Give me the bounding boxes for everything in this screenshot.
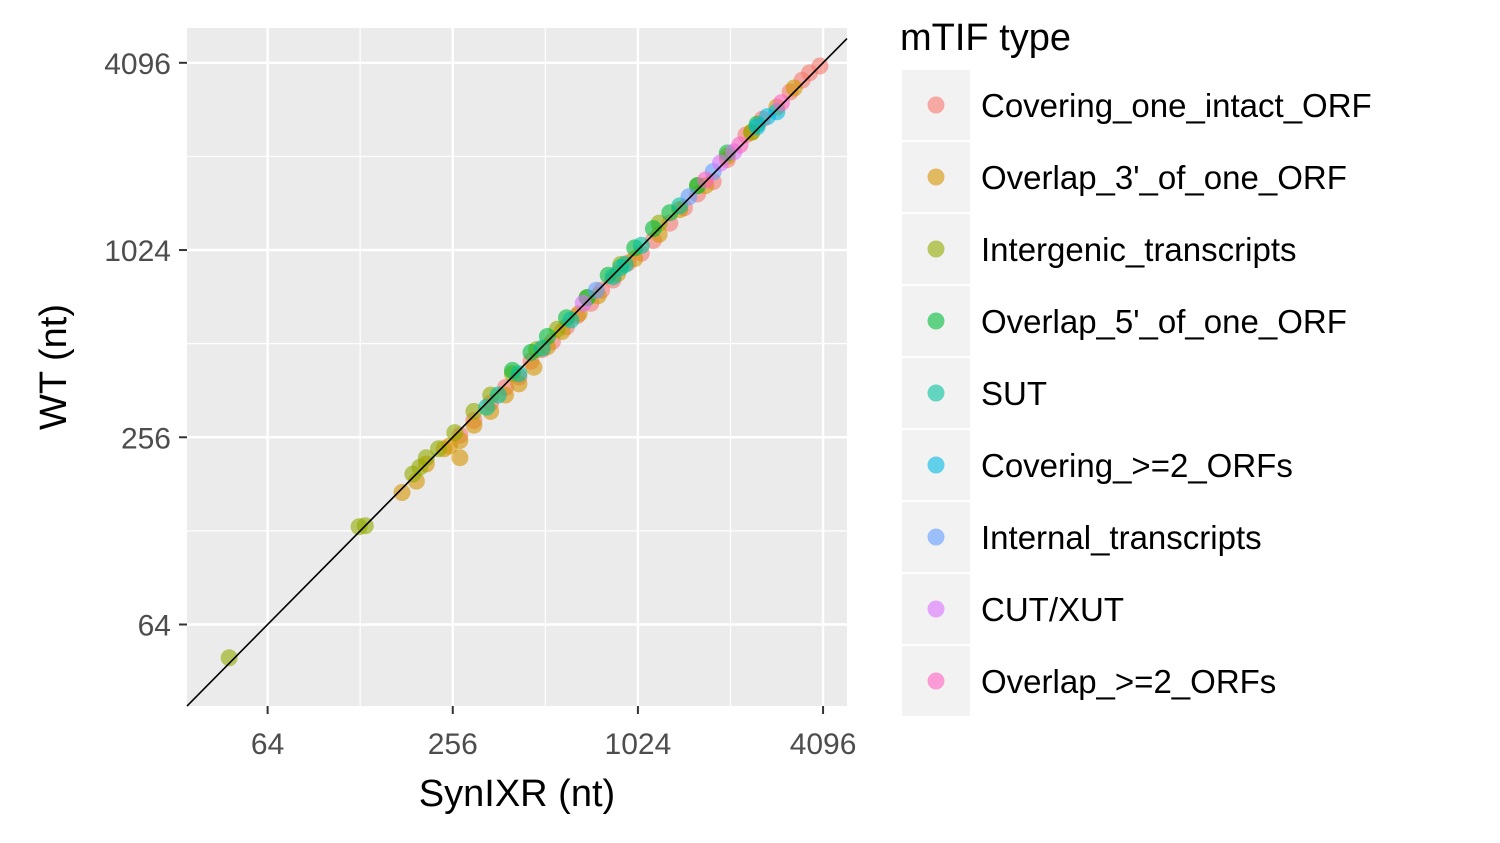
legend-label-6: Internal_transcripts [981, 519, 1262, 556]
y-tick-label-3: 4096 [104, 48, 171, 81]
x-axis-label: SynIXR (nt) [419, 773, 615, 815]
point-7-2 [574, 294, 592, 312]
point-6-2 [587, 281, 605, 299]
y-tick-label-2: 1024 [104, 235, 171, 268]
legend-label-4: SUT [981, 375, 1047, 412]
legend-label-1: Overlap_3'_of_one_ORF [981, 159, 1347, 196]
legend-label-2: Intergenic_transcripts [981, 231, 1296, 268]
legend-swatch-8 [927, 672, 945, 690]
legend-swatch-6 [927, 528, 945, 546]
point-2-5 [417, 449, 435, 467]
x-tick-label-0: 64 [251, 728, 284, 761]
x-axis-ticks: 64 256 1024 4096 [251, 706, 857, 761]
legend-label-3: Overlap_5'_of_one_ORF [981, 303, 1347, 340]
point-4-8 [632, 236, 650, 254]
point-1-24 [393, 484, 411, 501]
grid-minor [174, 28, 847, 719]
x-tick-label-1: 256 [428, 728, 478, 761]
grid-major [187, 28, 847, 706]
point-1-21 [451, 449, 469, 467]
point-1-13 [525, 358, 543, 376]
legend: Covering_one_intact_ORF Overlap_3'_of_one… [902, 70, 1372, 716]
point-5-2 [748, 118, 766, 136]
point-3-7 [644, 220, 662, 238]
legend-title: mTIF type [900, 17, 1071, 59]
legend-swatch-4 [927, 384, 945, 402]
legend-swatch-5 [927, 456, 945, 474]
point-4-7 [616, 256, 634, 273]
point-4-2 [510, 365, 528, 383]
legend-label-0: Covering_one_intact_ORF [981, 87, 1372, 124]
x-tick-label-3: 4096 [790, 728, 857, 761]
point-8-2 [773, 94, 790, 112]
legend-label-5: Covering_>=2_ORFs [981, 447, 1293, 484]
point-8-1 [731, 136, 749, 154]
y-axis-label: WT (nt) [33, 304, 75, 430]
y-tick-label-0: 64 [138, 609, 171, 642]
legend-label-8: Overlap_>=2_ORFs [981, 663, 1276, 700]
legend-swatch-3 [927, 312, 945, 330]
point-6-0 [680, 188, 698, 206]
point-7-0 [712, 154, 729, 172]
point-4-3 [533, 339, 551, 357]
identity-line [186, 38, 848, 707]
point-2-7 [446, 424, 464, 442]
point-2-6 [430, 440, 447, 458]
legend-swatch-1 [927, 168, 945, 186]
legend-swatch-2 [927, 240, 945, 258]
point-2-0 [220, 649, 238, 667]
point-4-4 [562, 311, 580, 329]
data-points [220, 57, 829, 667]
legend-label-7: CUT/XUT [981, 591, 1124, 628]
x-tick-label-2: 1024 [605, 728, 672, 761]
point-1-0 [785, 79, 803, 97]
point-2-8 [465, 402, 483, 420]
legend-swatch-7 [927, 600, 945, 618]
y-axis-ticks: 64 256 1024 4096 [104, 48, 187, 642]
point-4-1 [489, 386, 507, 404]
point-4-0 [478, 398, 496, 416]
point-8-0 [697, 171, 715, 189]
legend-swatch-0 [927, 96, 945, 114]
y-tick-label-1: 256 [121, 422, 171, 455]
